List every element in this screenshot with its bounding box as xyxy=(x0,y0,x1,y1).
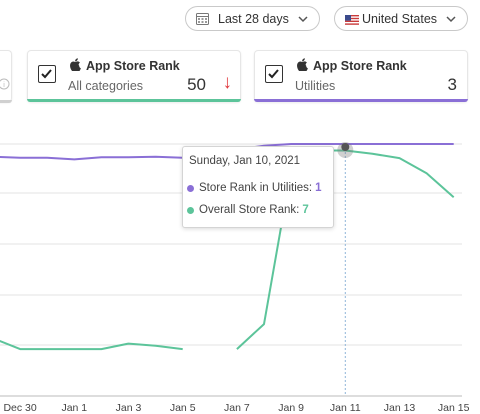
series-color-dot xyxy=(187,206,194,214)
apple-icon xyxy=(297,58,308,76)
card-title: App Store Rank xyxy=(86,59,180,73)
date-range-label: Last 28 days xyxy=(218,12,289,26)
checkmark-icon xyxy=(268,69,279,79)
card-accent-bar xyxy=(27,99,241,102)
tooltip-value: 7 xyxy=(302,204,309,216)
series-toggle-checkbox[interactable] xyxy=(38,65,56,83)
svg-text:i: i xyxy=(3,82,5,89)
x-tick-label: Jan 1 xyxy=(61,402,88,414)
country-label: United States xyxy=(362,12,438,26)
hover-halo xyxy=(337,142,354,158)
tooltip-label: Store Rank in Utilities: xyxy=(199,182,313,194)
tooltip-value: 1 xyxy=(315,182,322,194)
calendar-icon xyxy=(196,12,209,28)
chevron-down-icon xyxy=(445,13,457,28)
card-value: 50 xyxy=(187,75,206,94)
us-flag-icon xyxy=(345,14,359,28)
card-accent-bar xyxy=(254,99,468,102)
hover-point xyxy=(341,143,350,151)
card-title: App Store Rank xyxy=(313,59,407,73)
series-color-dot xyxy=(187,184,194,192)
x-tick-label: Jan 15 xyxy=(437,402,470,414)
metric-card-partial[interactable]: i xyxy=(0,50,12,103)
apple-icon xyxy=(70,58,81,76)
tooltip-date: Sunday, Jan 10, 2021 xyxy=(189,155,301,167)
chevron-down-icon xyxy=(297,13,309,28)
trend-down-icon: ↓ xyxy=(222,72,233,93)
date-range-dropdown[interactable]: Last 28 days xyxy=(185,6,320,31)
x-tick-label: Jan 5 xyxy=(169,402,196,414)
country-dropdown[interactable]: United States xyxy=(334,6,468,31)
metric-card-overall-rank[interactable]: App Store Rank All categories 50 ↓ xyxy=(27,50,241,102)
series-line-overall xyxy=(0,339,183,351)
metric-card-utilities-rank[interactable]: App Store Rank Utilities 3 xyxy=(254,50,468,102)
tooltip-row-overall: Overall Store Rank: 7 xyxy=(187,204,309,216)
card-subtitle: Utilities xyxy=(295,79,336,93)
checkmark-icon xyxy=(41,69,52,79)
x-tick-label: Jan 9 xyxy=(278,402,304,414)
x-tick-label: Jan 11 xyxy=(329,402,361,414)
tooltip-row-utilities: Store Rank in Utilities: 1 xyxy=(187,182,322,194)
x-tick-label: Jan 13 xyxy=(383,402,416,414)
chart-tooltip: Sunday, Jan 10, 2021 Store Rank in Utili… xyxy=(182,146,334,228)
tooltip-label: Overall Store Rank: xyxy=(199,204,300,216)
series-toggle-checkbox[interactable] xyxy=(265,65,283,83)
x-tick-label: Jan 7 xyxy=(224,402,250,414)
x-tick-label: Dec 30 xyxy=(3,402,37,414)
card-subtitle: All categories xyxy=(68,79,144,93)
x-tick-label: Jan 3 xyxy=(115,402,142,414)
card-value: 3 xyxy=(447,75,457,94)
info-icon: i xyxy=(0,77,10,95)
